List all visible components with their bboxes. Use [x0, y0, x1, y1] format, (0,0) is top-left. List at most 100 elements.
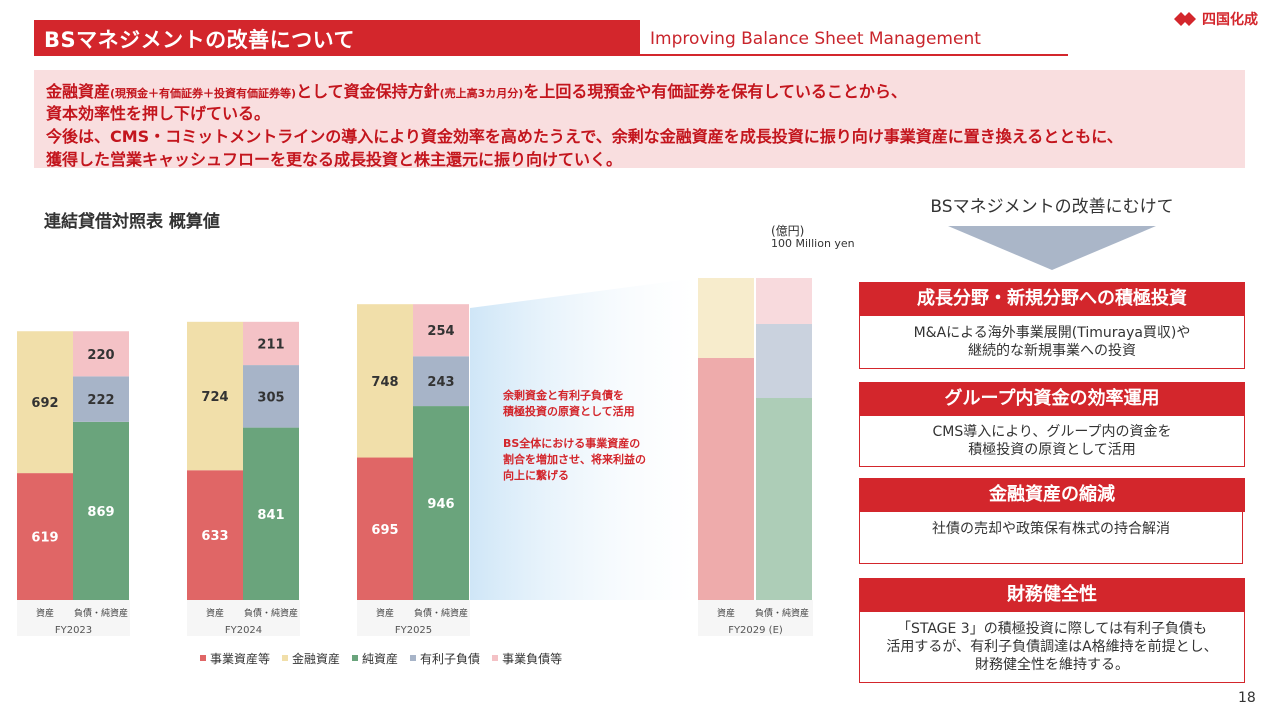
title-underline [640, 54, 1068, 56]
data-label: 724 [201, 390, 228, 405]
initiative-text: 財務健全性を維持する。 [975, 657, 1129, 673]
data-label: 841 [257, 508, 284, 523]
chart-annotation-2: BS全体における事業資産の 割合を増加させ、将来利益の 向上に繋げる [503, 436, 646, 484]
bar-label-assets: 資産 [36, 607, 54, 619]
page-number: 18 [1238, 690, 1256, 706]
annotation-line: 余剰資金と有利子負債を [503, 389, 624, 402]
category-label: FY2023 [55, 625, 92, 636]
initiative-text: M&Aによる海外事業展開(Timuraya買収)や [913, 325, 1191, 341]
summary-text: を上回る現預金や有価証券を保有していることから、 [523, 82, 907, 101]
initiative-body-growth: M&Aによる海外事業展開(Timuraya買収)や 継続的な新規事業への投資 [859, 316, 1245, 369]
annotation-line: 向上に繋げる [503, 469, 569, 482]
bar-label-liabilities: 負債・純資産 [74, 607, 128, 619]
data-label: 633 [201, 529, 228, 544]
bar-segment [73, 331, 129, 377]
transition-band [470, 278, 698, 600]
bar-segment [357, 304, 413, 458]
down-arrow-icon [948, 226, 1156, 270]
legend-item: 事業資産等 [200, 650, 270, 666]
category-label: FY2029 (E) [728, 625, 783, 636]
initiative-text: 積極投資の原資として活用 [968, 442, 1136, 458]
bar-label-liabilities: 負債・純資産 [755, 607, 809, 619]
legend-swatch [410, 655, 417, 661]
legend-item: 純資産 [352, 650, 398, 666]
bar-segment [243, 427, 299, 600]
initiative-body-cms: CMS導入により、グループ内の資金を 積極投資の原資として活用 [859, 416, 1245, 467]
bar-segment-projected [698, 278, 754, 358]
bar-segment-projected [756, 278, 812, 324]
data-label: 220 [87, 348, 114, 363]
bar-label-assets: 資産 [206, 607, 224, 619]
company-logo-text: 四国化成 [1202, 12, 1258, 28]
annotation-line: 積極投資の原資として活用 [503, 405, 635, 418]
data-label: 243 [427, 375, 454, 390]
category-label: FY2025 [395, 625, 432, 636]
category-label: FY2024 [225, 625, 262, 636]
data-label: 222 [87, 393, 114, 408]
bar-segment [243, 365, 299, 428]
bar-label-assets: 資産 [376, 607, 394, 619]
legend-swatch [282, 655, 289, 661]
legend-item: 有利子負債 [410, 650, 480, 666]
summary-text: 金融資産 [46, 82, 111, 101]
annotation-line: BS全体における事業資産の [503, 437, 641, 450]
bar-segment [187, 321, 243, 471]
data-label: 619 [31, 531, 58, 546]
initiative-text: 社債の売却や政策保有株式の持合解消 [932, 521, 1170, 537]
legend-label: 金融資産 [292, 651, 341, 666]
company-logo [1174, 12, 1196, 26]
bar-segment [73, 376, 129, 422]
title-bar [34, 20, 640, 56]
data-label: 869 [87, 505, 114, 520]
summary-note: (現預金＋有価証券＋投資有価証券等) [110, 87, 297, 100]
initiative-heading-financial-assets: 金融資産の縮減 [859, 478, 1245, 512]
data-label: 946 [427, 497, 454, 512]
legend-swatch [352, 655, 359, 661]
bar-label-liabilities: 負債・純資産 [414, 607, 468, 619]
bar-segment [187, 470, 243, 600]
initiative-body-soundness: 「STAGE 3」の積極投資に際しては有利子負債も 活用するが、有利子負債調達は… [859, 612, 1245, 683]
summary-line-2: 資本効率性を押し下げている。 [46, 104, 271, 123]
summary-line-1: 金融資産(現預金＋有価証券＋投資有価証券等)として資金保持方針(売上高3カ月分)… [46, 78, 907, 102]
initiative-text: 活用するが、有利子負債調達はA格維持を前提とし、 [886, 639, 1218, 655]
summary-text: として資金保持方針 [296, 82, 440, 101]
legend-swatch [200, 655, 206, 661]
summary-note: (売上高3カ月分) [439, 87, 524, 100]
page-title: BSマネジメントの改善について [44, 28, 355, 52]
initiative-text: 継続的な新規事業への投資 [968, 343, 1136, 359]
initiative-heading-soundness: 財務健全性 [859, 578, 1245, 612]
legend-swatch [492, 655, 499, 661]
bar-label-assets: 資産 [717, 607, 735, 619]
unit-label-en: 100 Million yen [771, 237, 855, 250]
page-subtitle-en: Improving Balance Sheet Management [650, 29, 981, 49]
legend-label: 純資産 [362, 651, 399, 666]
category-panel [357, 600, 470, 636]
summary-box [34, 70, 1245, 168]
bar-segment [17, 473, 73, 600]
data-label: 695 [371, 523, 398, 538]
bar-segment-projected [756, 324, 812, 398]
initiative-body-financial-assets: 社債の売却や政策保有株式の持合解消 [859, 512, 1243, 564]
chart-legend: 事業資産等 金融資産 純資産 有利子負債 事業負債等 [200, 650, 562, 666]
initiative-text: CMS導入により、グループ内の資金を [932, 424, 1172, 440]
legend-item: 事業負債等 [492, 650, 562, 666]
data-label: 305 [257, 390, 284, 405]
bar-segment [413, 356, 469, 407]
bar-label-liabilities: 負債・純資産 [244, 607, 298, 619]
annotation-line: 割合を増加させ、将来利益の [503, 453, 646, 466]
summary-line-4: 獲得した営業キャッシュフローを更なる成長投資と株主還元に振り向けていく。 [46, 150, 623, 169]
legend-item: 金融資産 [282, 650, 340, 666]
category-panel [698, 600, 813, 636]
bar-segment [357, 457, 413, 600]
summary-line-3: 今後は、CMS・コミットメントラインの導入により資金効率を高めたうえで、余剰な金… [46, 127, 1123, 146]
initiative-heading-growth: 成長分野・新規分野への積極投資 [859, 282, 1245, 316]
chart-title: 連結貸借対照表 概算値 [44, 212, 220, 232]
data-label: 748 [371, 375, 398, 390]
initiative-text: 「STAGE 3」の積極投資に際しては有利子負債も [896, 621, 1208, 637]
category-panel [187, 600, 300, 636]
legend-label: 有利子負債 [420, 651, 481, 666]
chart-annotation-1: 余剰資金と有利子負債を 積極投資の原資として活用 [503, 388, 635, 420]
bar-segment-projected [698, 358, 754, 600]
logo-diamond-icon [1174, 12, 1196, 26]
